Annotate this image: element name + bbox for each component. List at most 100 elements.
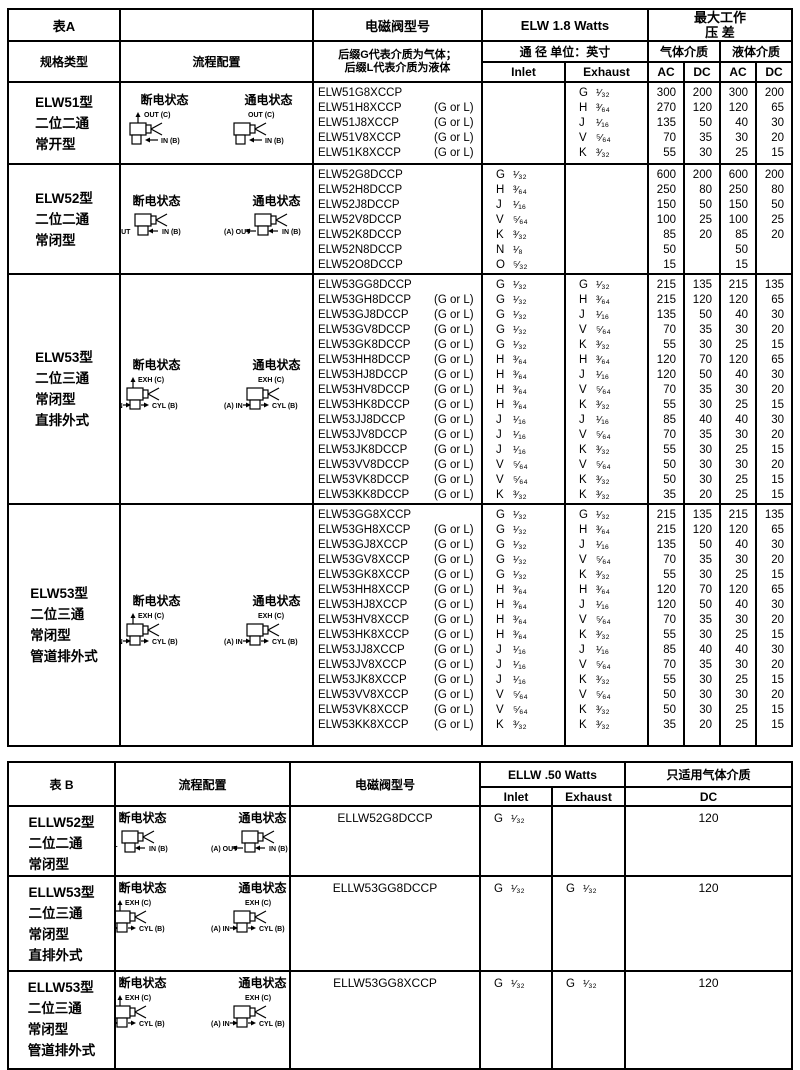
port-size: K ³⁄₃₂ [579,146,646,161]
flow-header-spacer [118,8,314,42]
dc-header-b: DC [624,786,793,807]
pressure-value: 135 [656,539,676,551]
pressure-value: 30 [735,614,748,626]
port-fraction: ³⁄₃₂ [595,399,610,411]
out-port-label: OUT (C) [144,112,170,119]
in-port-label: IN (B) [161,138,180,145]
pressure-value: 50 [663,244,676,256]
pressure-value: 25 [735,719,748,731]
pressure-value: 30 [699,147,712,159]
port-letter: G [566,883,575,895]
pressure-value: 15 [771,147,784,159]
pressure-value: 50 [699,199,712,211]
model-suffix: (G or L) [433,324,474,336]
pressure-value: 600 [656,169,676,181]
gas-medium-header: 气体介质 [646,40,721,63]
port-fraction: ³⁄₆₄ [595,102,610,114]
pressure-cell: 135 65 30 20 15 65 30 20 15 30 20 15 20 15 15 [754,503,794,747]
port-letter: V [578,429,587,441]
model-name: ELW53JV8DCCP [317,429,408,441]
dc-pressure-cell: 120 [624,805,793,877]
pressure-value: 50 [699,369,712,381]
port-fraction: ³⁄₆₄ [512,184,527,196]
valve-diagram-off: 断电状态 (A) OUT IN (B) [122,194,209,244]
two-way-no-valve-icon: OUT (C) IN (B) [233,112,284,145]
port-size: K ³⁄₃₂ [579,568,646,583]
table-b-title: 表 B [7,761,116,807]
pressure-value: 40 [699,414,712,426]
pressure-value: 15 [663,259,676,271]
port-size: K ³⁄₃₂ [496,488,563,502]
port-letter: G [578,279,588,291]
pressure-value: 30 [771,414,784,426]
port-fraction: ¹⁄₃₂ [511,978,525,990]
port-size: G ¹⁄₃₂ [495,278,563,293]
port-fraction: ¹⁄₁₆ [595,539,610,551]
diagram-state-caption: 通电状态 [252,194,301,208]
pressure-cell: 135 65 30 20 15 65 30 20 15 30 20 15 20 15 15 [754,273,794,505]
port-letter: J [495,414,502,426]
port-size: G ¹⁄₃₂ [496,323,563,338]
pressure-value: 35 [699,324,712,336]
port-fraction: ⁵⁄₆₄ [595,132,611,144]
pressure-value: 50 [663,689,676,701]
exhaust-cell: G ¹⁄₃₂ H ³⁄₆₄ J ¹⁄₁₆ V ⁵⁄₆₄ K ³⁄₃₂ H ³⁄₆₄ J ¹⁄₁₆ V ⁵⁄₆₄… [563,503,649,747]
model-name: ELW53GG8XCCP [317,509,412,521]
model-suffix: (G or L) [433,659,474,671]
port-fraction: ¹⁄₃₂ [595,509,610,521]
in-port-label: IN (B) [162,229,181,236]
pressure-value: 30 [699,674,712,686]
port-size: H ³⁄₆₄ [496,583,563,598]
port-size: K ³⁄₃₂ [579,338,646,353]
port-size: O ⁵⁄₃₂ [496,258,563,272]
pressure-value: 50 [699,599,712,611]
pressure-value: 25 [735,674,748,686]
pressure-value: 30 [735,429,748,441]
pressure-value: 35 [663,489,676,501]
port-size: K ³⁄₃₂ [578,473,646,488]
flow-config-header: 流程配置 [118,40,314,83]
pressure-value: 55 [663,569,676,581]
port-fraction: ¹⁄₃₂ [512,169,527,181]
model-name: ELW53HJ8DCCP [317,369,408,381]
flow-diagrams: 断电状态 (A) OUT IN (B) 通电状态 (A) OUT IN (B) [117,811,288,861]
model-number: ELW53JV8XCCP (G or L) [318,658,480,673]
cyl-port-label: CYL (B) [272,639,298,646]
inlet-cell: G ¹⁄₃₂ [479,875,553,972]
pressure-value: 15 [771,719,784,731]
model-number: ELW53GJ8XCCP (G or L) [318,538,480,553]
model-name: ELW53HJ8XCCP [317,599,408,611]
spec-type-cell: ELW53型 二位三通 常闭型 管道排外式 [6,503,121,747]
model-cell: ELW52G8DCCP ELW52H8DCCP ELW52J8DCCP ELW52V8… [311,163,483,275]
port-fraction: ¹⁄₁₆ [512,644,527,656]
diagram-state-caption: 通电状态 [238,811,287,825]
cyl-port-label: CYL (B) [139,1021,165,1028]
port-letter: K [495,229,504,241]
model-number: ELW53GJ8DCCP (G or L) [318,308,480,323]
port-fraction: ³⁄₃₂ [512,489,527,501]
model-number: ELW53HK8XCCP (G or L) [318,628,480,643]
port-fraction: ³⁄₆₄ [512,354,527,366]
port-letter: V [495,214,504,226]
model-cell: ELLW52G8DCCP [289,805,481,877]
port-fraction: ¹⁄₃₂ [511,813,525,825]
three-way-valve-icon: EXH (C) (A) IN CYL (B) [117,900,164,933]
model-number: ELW52G8DCCP [318,168,480,183]
table-a: 表A 电磁阀型号 ELW 1.8 Watts 最大工作 压 差 规格类型 流程配… [6,8,794,747]
pressure-value: 100 [656,214,676,226]
port-fraction: ³⁄₆₄ [512,599,527,611]
port-size: K ³⁄₃₂ [579,703,646,718]
out-port-label: OUT (C) [248,112,274,119]
spec-line: 常闭型 [35,232,76,248]
port-unit-header: 通 径 单位：英寸 [480,40,649,63]
pressure-value: 30 [735,659,748,671]
valve-diagram-on: 通电状态 EXH (C) (A) IN CYL (B) [211,881,289,943]
port-letter: K [578,474,587,486]
port-size: N ¹⁄₈ [496,243,563,258]
port-letter: G [495,279,505,291]
port-size: H ³⁄₆₄ [496,398,563,413]
model-name: ELW53JJ8XCCP [317,644,405,656]
exhaust-header-b: Exhaust [551,786,626,807]
port-letter: G [495,524,505,536]
